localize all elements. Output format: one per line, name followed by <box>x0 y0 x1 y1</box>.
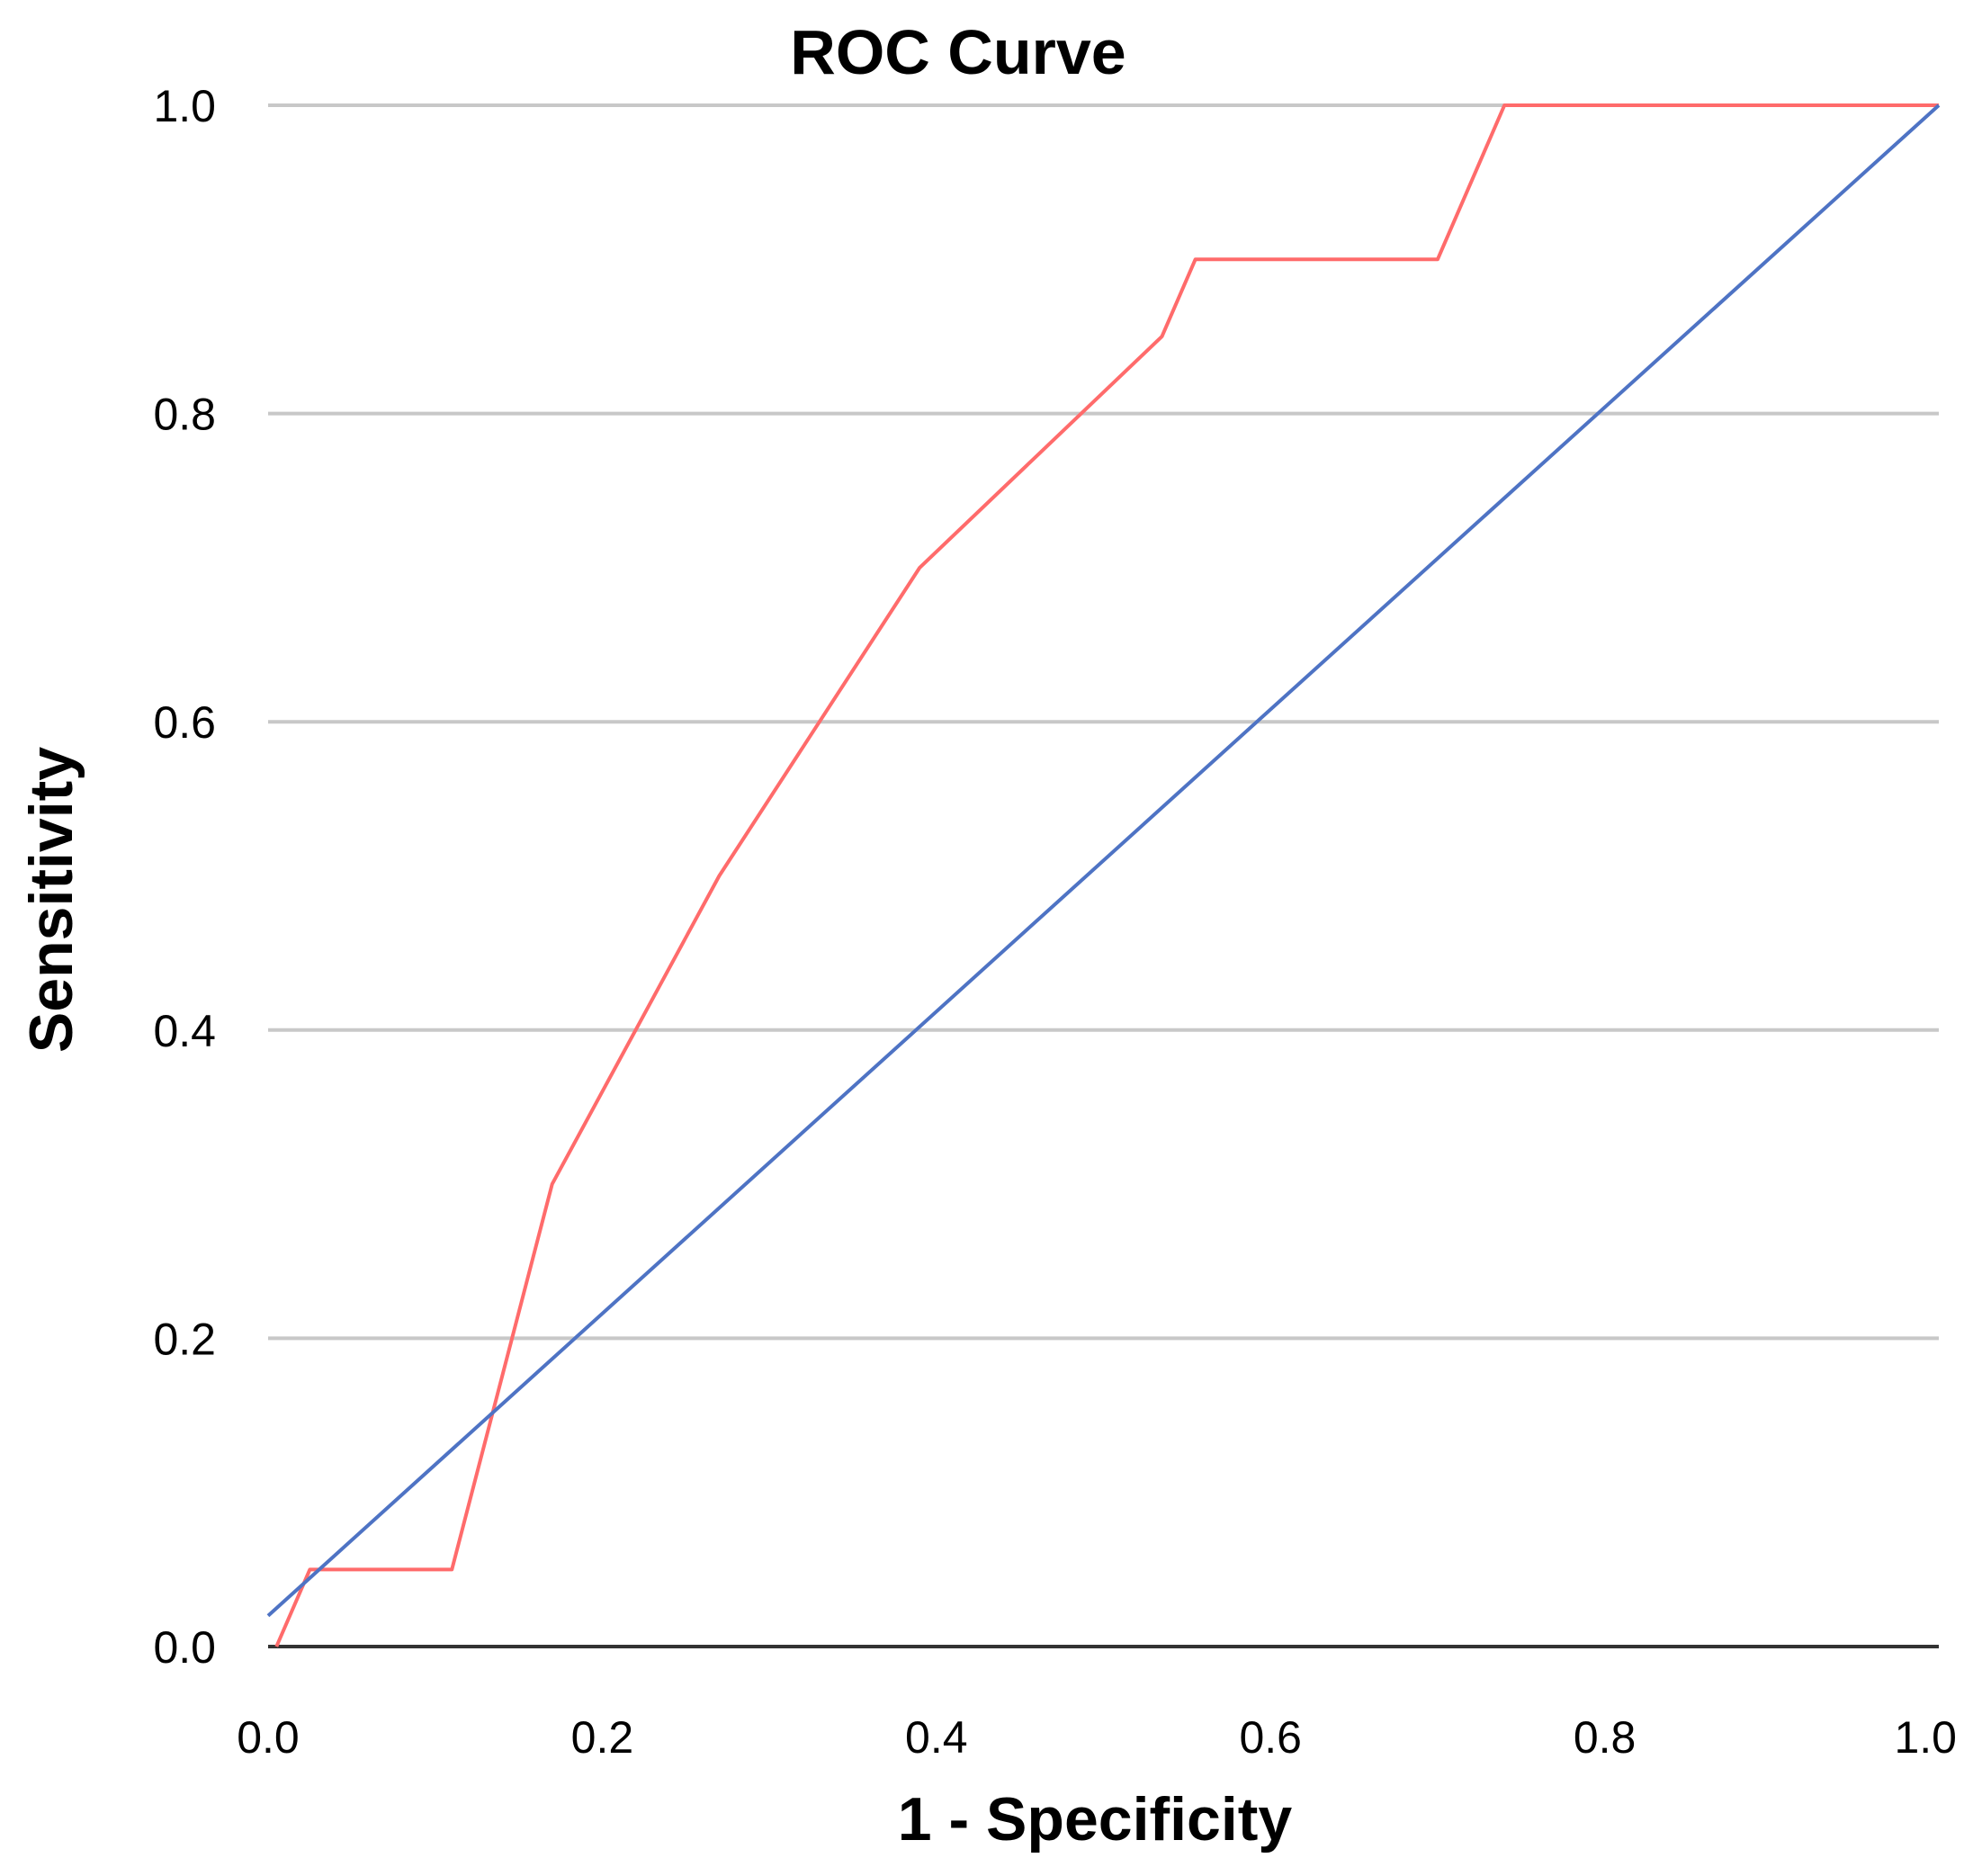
x-tick-label: 0.4 <box>905 1712 968 1763</box>
y-axis-title: Sensitivity <box>17 747 85 1053</box>
series-lines <box>266 103 1941 1647</box>
y-tick-label: 0.8 <box>153 390 216 440</box>
x-tick-label: 0.6 <box>1239 1712 1302 1763</box>
y-tick-label: 0.6 <box>153 697 216 748</box>
x-axis-title: 1 - Specificity <box>898 1785 1293 1854</box>
y-tick-label: 1.0 <box>153 81 216 131</box>
y-tick-label: 0.4 <box>153 1006 216 1056</box>
y-tick-label: 0.0 <box>153 1622 216 1673</box>
x-tick-labels: 0.0 0.2 0.4 0.6 0.8 1.0 <box>237 1712 1957 1763</box>
x-tick-label: 0.0 <box>237 1712 300 1763</box>
y-tick-labels: 0.0 0.2 0.4 0.6 0.8 1.0 <box>153 81 216 1673</box>
chart-title: ROC Curve <box>790 17 1126 87</box>
x-tick-label: 0.2 <box>571 1712 634 1763</box>
x-tick-label: 0.8 <box>1574 1712 1637 1763</box>
y-tick-label: 0.2 <box>153 1314 216 1364</box>
roc-curve-line <box>274 103 1939 1647</box>
x-tick-label: 1.0 <box>1894 1712 1957 1763</box>
gridlines <box>268 103 1939 1648</box>
reference-line <box>266 103 1941 1618</box>
